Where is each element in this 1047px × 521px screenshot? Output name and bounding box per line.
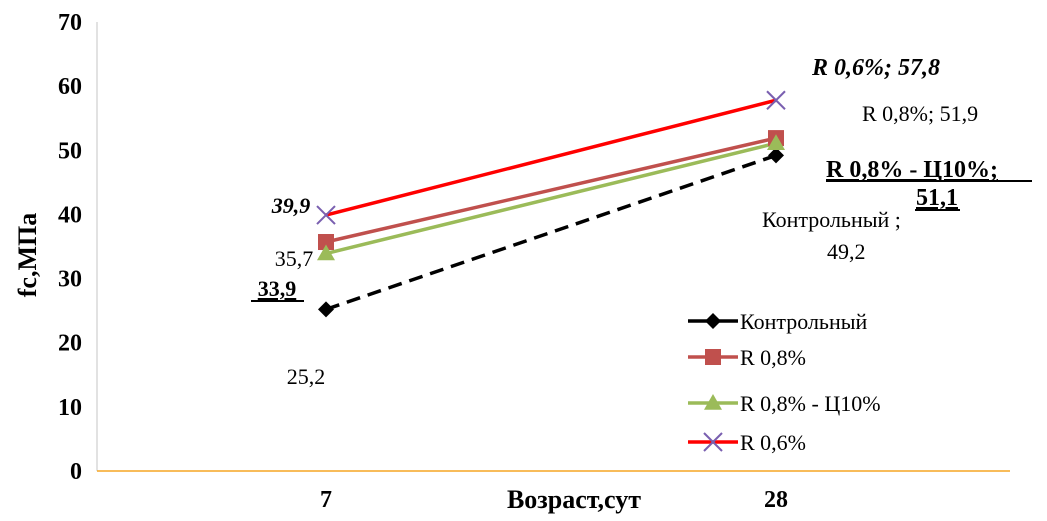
series-point-3-1 <box>766 90 786 110</box>
series-point-3-0 <box>316 205 336 225</box>
y-tick-label: 60 <box>58 74 82 100</box>
series-line-3 <box>325 98 777 217</box>
x-tick-label: 28 <box>764 487 788 513</box>
legend-label-0: Контрольный <box>740 309 868 334</box>
x-axis-label: Возраст,сут <box>507 485 641 514</box>
y-tick-label: 70 <box>58 10 82 36</box>
y-tick-label: 30 <box>58 267 82 293</box>
series-line-2 <box>325 141 777 256</box>
legend-marker-0 <box>705 313 721 329</box>
series-line-0 <box>325 153 777 312</box>
series-lines <box>325 98 777 312</box>
series-point-1-0 <box>318 234 334 251</box>
series-point-2-1 <box>767 134 785 150</box>
data-label-r06-28: R 0,6%; 57,8 <box>811 55 940 81</box>
x-tick-labels: 7 28 <box>320 487 788 513</box>
series-markers <box>316 90 786 318</box>
data-label-ctrl-28-line2: 49,2 <box>827 239 866 264</box>
series-point-2-0 <box>317 244 335 261</box>
series-line-1 <box>325 136 777 244</box>
legend-label-3: R 0,6% <box>740 430 806 455</box>
data-label-r08c-7: 33,9 <box>258 276 297 301</box>
x-tick-label: 7 <box>320 487 332 513</box>
y-tick-label: 0 <box>70 459 82 485</box>
data-label-r08c-28-line2: 51,1 <box>916 185 958 211</box>
legend-marker-1 <box>705 349 721 365</box>
legend-label-2: R 0,8% - Ц10% <box>740 391 881 416</box>
y-axis-label: fc,МПа <box>13 213 42 297</box>
data-label-ctrl-28-line1: Контрольный ; <box>762 207 901 232</box>
data-label-r08c-28-line1: R 0,8% - Ц10%; <box>826 157 998 183</box>
data-label-ctrl-7: 25,2 <box>287 364 326 389</box>
data-labels: 25,2 35,7 33,9 39,9 R 0,6%; 57,8 R 0,8%;… <box>251 55 1032 389</box>
legend-marker-2 <box>704 394 722 410</box>
legend: Контрольный R 0,8% R 0,8% - Ц10% R 0,6% <box>688 309 881 455</box>
series-point-0-1 <box>768 147 784 164</box>
series-point-0-0 <box>318 301 334 318</box>
y-tick-label: 20 <box>58 331 82 357</box>
y-tick-label: 40 <box>58 202 82 228</box>
y-tick-label: 10 <box>58 395 82 421</box>
data-label-r08-7: 35,7 <box>275 246 314 271</box>
y-tick-labels: 0 10 20 30 40 50 60 70 <box>58 10 82 485</box>
legend-label-1: R 0,8% <box>740 345 806 370</box>
data-label-r06-7: 39,9 <box>271 193 311 218</box>
data-label-r08-28: R 0,8%; 51,9 <box>862 101 978 126</box>
legend-marker-3 <box>703 432 723 452</box>
y-tick-label: 50 <box>58 138 82 164</box>
